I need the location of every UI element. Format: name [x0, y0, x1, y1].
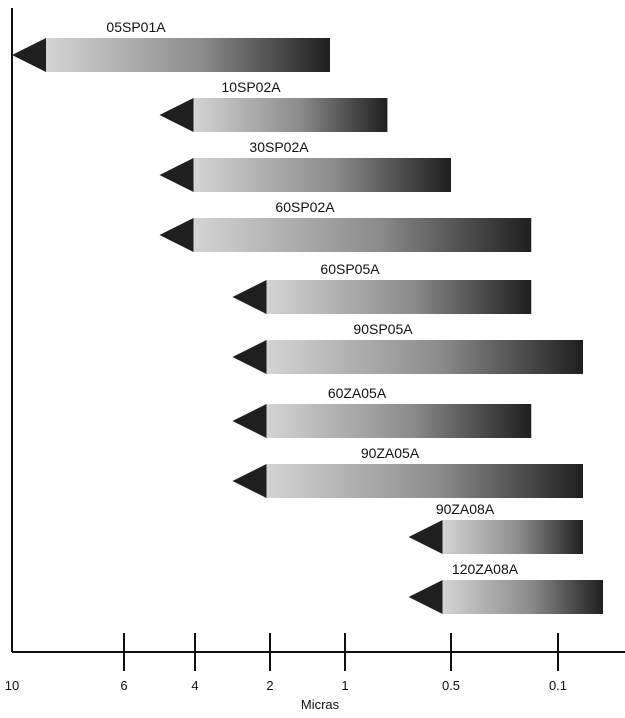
range-bar-body — [442, 580, 603, 614]
range-bar: 60ZA05A — [232, 385, 532, 438]
bar-label: 120ZA08A — [452, 561, 519, 577]
bar-label: 90ZA08A — [436, 501, 495, 517]
x-axis-tick-label: 1 — [341, 678, 348, 693]
range-bar: 30SP02A — [159, 139, 451, 192]
x-axis-tick-label: 4 — [191, 678, 198, 693]
bar-label: 10SP02A — [221, 79, 281, 95]
range-bar-body — [46, 38, 330, 72]
bars-layer: 05SP01A 10SP02A 30SP02A 60SP02A 60SP05A 90SP0… — [12, 19, 603, 614]
range-bar: 90SP05A — [232, 321, 583, 374]
range-bar: 90ZA05A — [232, 445, 583, 498]
bar-label: 60SP05A — [320, 261, 380, 277]
range-bar: 60SP02A — [159, 199, 532, 252]
range-arrowhead — [232, 404, 267, 438]
range-bar: 90ZA08A — [408, 501, 583, 554]
range-arrowhead — [232, 280, 267, 314]
x-axis-tick-label: 0.1 — [549, 678, 567, 693]
range-bar-body — [193, 218, 532, 252]
range-arrowhead — [232, 340, 267, 374]
range-bar: 10SP02A — [159, 79, 388, 132]
range-arrowhead — [12, 38, 46, 72]
range-bar-body — [193, 158, 451, 192]
range-bar-body — [266, 464, 583, 498]
x-axis-label: Micras — [301, 697, 340, 712]
bar-label: 05SP01A — [106, 19, 166, 35]
range-bar-body — [442, 520, 583, 554]
x-axis-tick-label: 10 — [5, 678, 19, 693]
bar-label: 90SP05A — [353, 321, 413, 337]
range-bar: 05SP01A — [12, 19, 330, 72]
range-arrowhead — [408, 580, 443, 614]
range-bar: 120ZA08A — [408, 561, 603, 614]
range-bar-body — [193, 98, 388, 132]
range-bar-body — [266, 404, 532, 438]
x-axis-tick-label: 2 — [266, 678, 273, 693]
range-bar-body — [266, 280, 532, 314]
bar-label: 60ZA05A — [328, 385, 387, 401]
bar-label: 30SP02A — [249, 139, 309, 155]
range-arrowhead — [159, 218, 194, 252]
range-arrowhead — [159, 158, 194, 192]
range-arrowhead — [232, 464, 267, 498]
range-bar: 60SP05A — [232, 261, 532, 314]
axis-layer: 10 6 4 2 1 0.5 0.1 — [5, 8, 625, 693]
x-axis-tick-label: 6 — [120, 678, 127, 693]
bar-label: 90ZA05A — [361, 445, 420, 461]
range-bar-body — [266, 340, 583, 374]
range-arrowhead — [408, 520, 443, 554]
range-arrowhead — [159, 98, 194, 132]
bar-label: 60SP02A — [275, 199, 335, 215]
x-axis-tick-label: 0.5 — [442, 678, 460, 693]
